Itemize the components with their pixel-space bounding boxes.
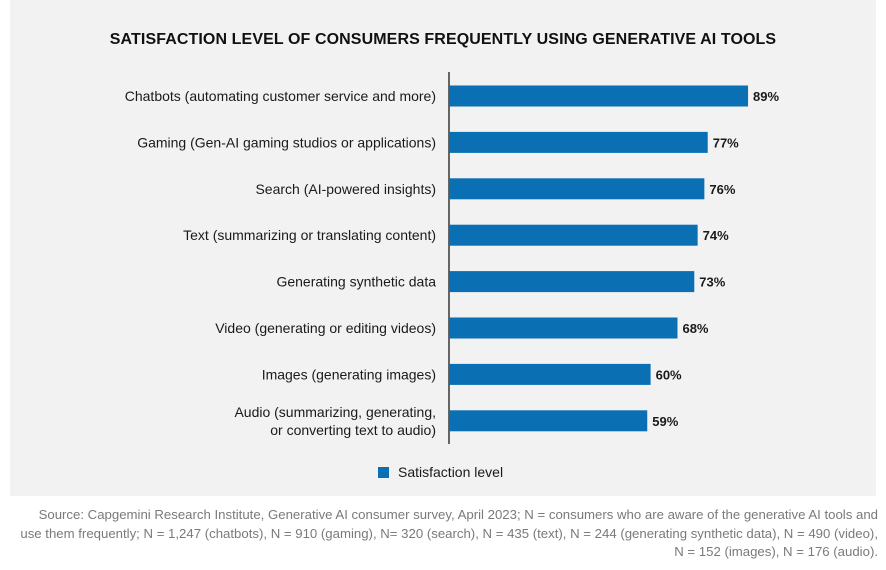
- chart-title: SATISFACTION LEVEL OF CONSUMERS FREQUENT…: [109, 31, 777, 48]
- value-label: 77%: [713, 135, 739, 150]
- value-label: 59%: [652, 414, 678, 429]
- value-label: 89%: [753, 89, 779, 104]
- bar: [449, 85, 749, 107]
- category-label: Generating synthetic data: [276, 274, 436, 290]
- bar: [449, 363, 651, 385]
- value-label: 76%: [709, 182, 735, 197]
- category-label: Gaming (Gen-AI gaming studios or applica…: [137, 134, 436, 150]
- value-label: 74%: [703, 228, 729, 243]
- legend-swatch: [378, 466, 389, 478]
- chart-panel: [10, 0, 876, 496]
- category-label: Chatbots (automating customer service an…: [125, 88, 436, 104]
- category-label: Audio (summarizing, generating,: [234, 404, 436, 420]
- legend: Satisfaction level: [378, 464, 503, 480]
- value-label: 60%: [656, 367, 682, 382]
- category-label: Search (AI-powered insights): [255, 181, 436, 197]
- value-label: 68%: [682, 321, 708, 336]
- bar: [449, 271, 695, 293]
- bar: [449, 131, 708, 153]
- bar: [449, 178, 705, 200]
- category-label: or converting text to audio): [270, 422, 436, 438]
- value-label: 73%: [699, 275, 725, 290]
- source-note: Source: Capgemini Research Institute, Ge…: [20, 507, 878, 559]
- category-label: Text (summarizing or translating content…: [183, 227, 436, 243]
- category-label: Images (generating images): [262, 366, 436, 382]
- bar: [449, 410, 648, 432]
- legend-label: Satisfaction level: [398, 464, 504, 480]
- category-label: Video (generating or editing videos): [215, 320, 436, 336]
- bar: [449, 224, 698, 246]
- bar: [449, 317, 678, 339]
